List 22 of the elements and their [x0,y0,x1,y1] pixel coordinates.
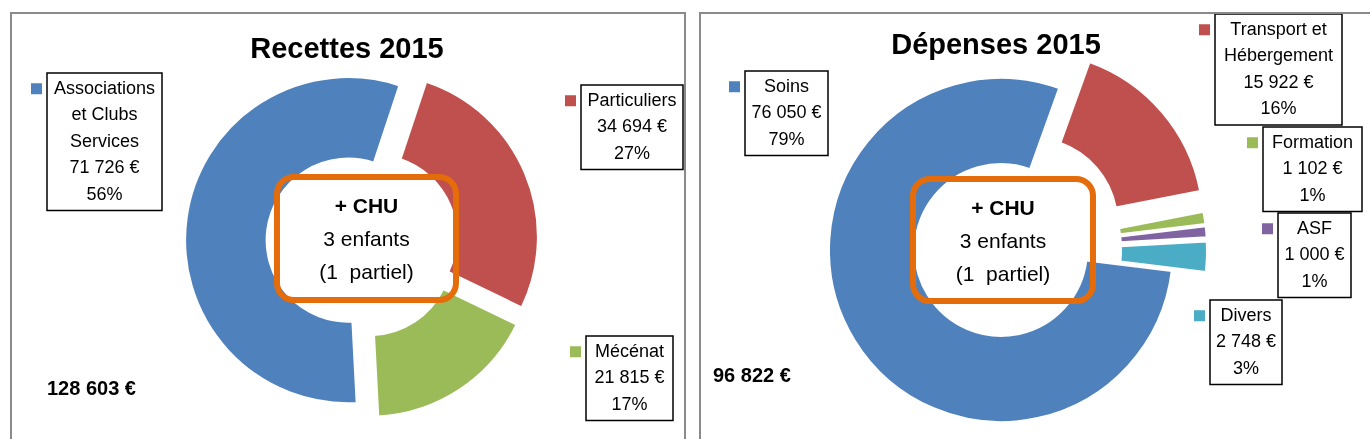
legend-label: Particuliers [587,89,677,110]
text: 96 822 € [713,363,791,386]
data-label: 2 748 € 3% [1215,331,1277,378]
legend-label: Formation [1271,131,1354,152]
legend-label: Transport et Hébergement [1223,18,1334,66]
text: + CHU 3 enfants (1 partiel) [955,194,1051,287]
legend-label: Divers [1220,304,1272,325]
data-label: 76 050 € 79% [751,102,822,149]
data-label: 71 726 € 56% [69,157,140,204]
text: 128 603 € [47,376,136,399]
chart-title: Recettes 2015 [250,32,444,64]
legend-label: Associations et Clubs Services [53,77,156,151]
legend-label: Soins [763,75,810,96]
data-label: 15 922 € 16% [1243,71,1314,119]
data-label: 34 694 € 27% [596,116,668,163]
data-label: 1 000 € 1% [1284,244,1345,291]
legend-label: ASF [1296,217,1333,238]
data-label: 21 815 € 17% [594,367,665,414]
data-label: 1 102 € 1% [1282,158,1343,205]
text: + CHU 3 enfants (1 partiel) [319,193,414,285]
legend-label: Mécénat [594,340,665,361]
chart-title: Dépenses 2015 [891,28,1101,60]
